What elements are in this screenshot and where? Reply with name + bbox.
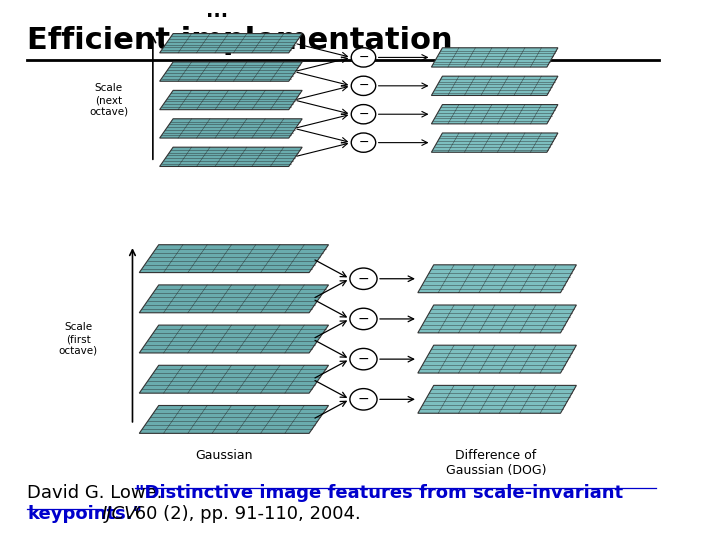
Text: −: − — [359, 79, 369, 92]
Text: −: − — [358, 352, 369, 366]
Text: −: − — [359, 51, 369, 64]
Text: Difference of
Gaussian (DOG): Difference of Gaussian (DOG) — [446, 449, 546, 477]
Text: −: − — [358, 272, 369, 286]
Polygon shape — [139, 245, 328, 273]
Polygon shape — [431, 48, 558, 67]
Text: −: − — [358, 393, 369, 406]
Text: David G. Lowe.: David G. Lowe. — [27, 484, 168, 502]
Polygon shape — [160, 33, 302, 53]
Circle shape — [350, 308, 377, 329]
Polygon shape — [418, 386, 577, 413]
Text: "Distinctive image features from scale-invariant: "Distinctive image features from scale-i… — [135, 484, 623, 502]
Text: Efficient implementation: Efficient implementation — [27, 25, 453, 55]
Circle shape — [351, 48, 376, 67]
Circle shape — [351, 105, 376, 124]
Text: −: − — [358, 312, 369, 326]
Polygon shape — [418, 345, 577, 373]
Polygon shape — [418, 265, 577, 293]
Text: 60 (2), pp. 91-110, 2004.: 60 (2), pp. 91-110, 2004. — [129, 505, 361, 523]
Polygon shape — [160, 119, 302, 138]
Polygon shape — [160, 90, 302, 110]
Text: keypoints.": keypoints." — [27, 505, 143, 523]
Text: −: − — [359, 136, 369, 149]
Polygon shape — [139, 365, 328, 393]
Circle shape — [350, 348, 377, 370]
Polygon shape — [160, 147, 302, 166]
Polygon shape — [139, 285, 328, 313]
Text: Scale
(first
octave): Scale (first octave) — [58, 322, 98, 356]
Circle shape — [351, 76, 376, 96]
Polygon shape — [160, 62, 302, 81]
Polygon shape — [431, 105, 558, 124]
Text: ...: ... — [207, 2, 228, 21]
Text: Gaussian: Gaussian — [195, 449, 253, 462]
Polygon shape — [139, 325, 328, 353]
Text: Scale
(next
octave): Scale (next octave) — [89, 83, 128, 117]
Circle shape — [350, 389, 377, 410]
Polygon shape — [431, 133, 558, 152]
Circle shape — [350, 268, 377, 289]
Polygon shape — [139, 406, 328, 434]
Text: IJCV: IJCV — [102, 505, 138, 523]
Polygon shape — [418, 305, 577, 333]
Text: −: − — [359, 107, 369, 121]
Polygon shape — [431, 76, 558, 96]
Circle shape — [351, 133, 376, 152]
